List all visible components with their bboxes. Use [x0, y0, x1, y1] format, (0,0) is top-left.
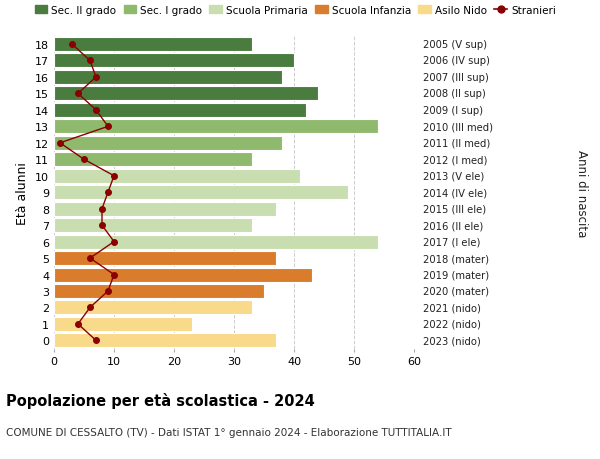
Text: 2007 (III sup): 2007 (III sup) [423, 73, 489, 83]
Bar [54, 218, 252, 233]
Text: 2022 (nido): 2022 (nido) [423, 319, 481, 329]
Text: 2009 (I sup): 2009 (I sup) [423, 106, 483, 116]
Bar [54, 71, 282, 85]
Text: Popolazione per età scolastica - 2024: Popolazione per età scolastica - 2024 [6, 392, 315, 409]
Bar [54, 301, 252, 315]
Bar [54, 334, 276, 347]
Text: COMUNE DI CESSALTO (TV) - Dati ISTAT 1° gennaio 2024 - Elaborazione TUTTITALIA.I: COMUNE DI CESSALTO (TV) - Dati ISTAT 1° … [6, 427, 452, 437]
Bar [54, 202, 276, 216]
Text: 2005 (V sup): 2005 (V sup) [423, 40, 487, 50]
Text: 2013 (V ele): 2013 (V ele) [423, 171, 484, 181]
Y-axis label: Età alunni: Età alunni [16, 162, 29, 224]
Bar [54, 38, 252, 52]
Bar [54, 54, 294, 68]
Text: 2018 (mater): 2018 (mater) [423, 253, 489, 263]
Bar [54, 104, 306, 118]
Text: 2014 (IV ele): 2014 (IV ele) [423, 188, 487, 198]
Bar [54, 136, 282, 151]
Text: 2010 (III med): 2010 (III med) [423, 122, 493, 132]
Text: 2021 (nido): 2021 (nido) [423, 303, 481, 313]
Text: 2012 (I med): 2012 (I med) [423, 155, 487, 165]
Text: 2016 (II ele): 2016 (II ele) [423, 221, 483, 230]
Bar [54, 153, 252, 167]
Bar [54, 317, 192, 331]
Bar [54, 186, 348, 200]
Text: 2023 (nido): 2023 (nido) [423, 336, 481, 346]
Bar [54, 169, 300, 183]
Text: 2020 (mater): 2020 (mater) [423, 286, 489, 297]
Bar [54, 87, 318, 101]
Bar [54, 268, 312, 282]
Text: Anni di nascita: Anni di nascita [575, 149, 589, 236]
Text: 2015 (III ele): 2015 (III ele) [423, 204, 486, 214]
Bar [54, 285, 264, 298]
Text: 2008 (II sup): 2008 (II sup) [423, 89, 486, 99]
Bar [54, 120, 378, 134]
Text: 2011 (II med): 2011 (II med) [423, 139, 490, 149]
Bar [54, 252, 276, 265]
Text: 2017 (I ele): 2017 (I ele) [423, 237, 481, 247]
Text: 2006 (IV sup): 2006 (IV sup) [423, 56, 490, 67]
Bar [54, 235, 378, 249]
Legend: Sec. II grado, Sec. I grado, Scuola Primaria, Scuola Infanzia, Asilo Nido, Stran: Sec. II grado, Sec. I grado, Scuola Prim… [31, 1, 560, 20]
Text: 2019 (mater): 2019 (mater) [423, 270, 489, 280]
